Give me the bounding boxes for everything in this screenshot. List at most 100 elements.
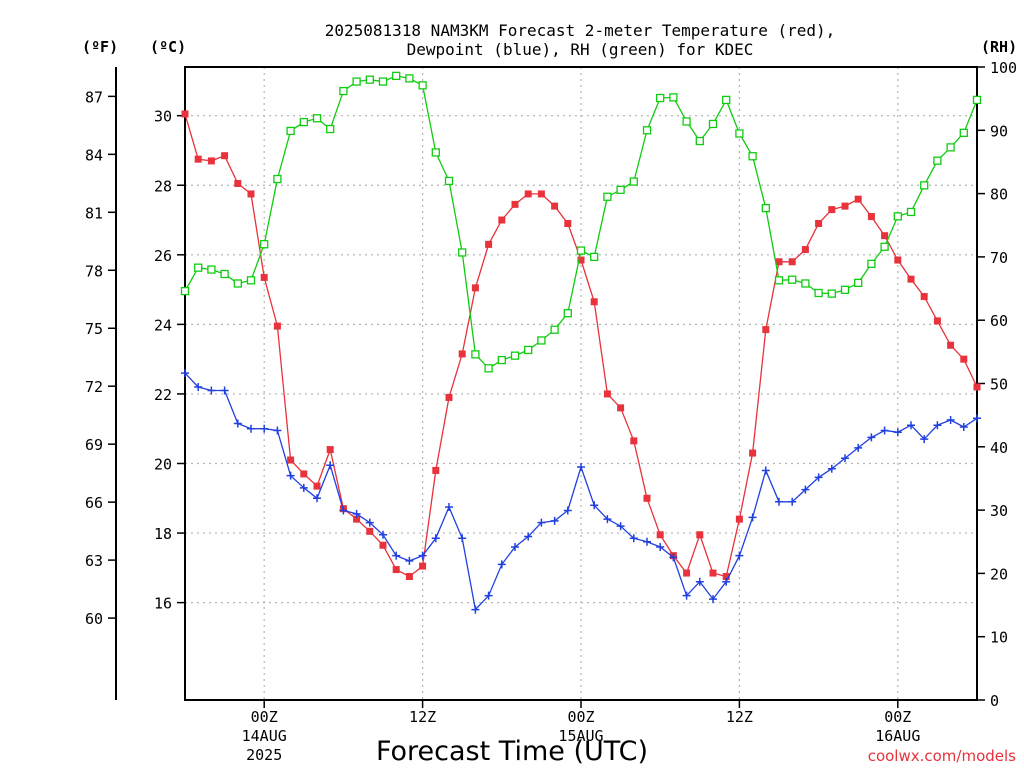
dewpoint-point xyxy=(577,462,585,471)
dewpoint-point xyxy=(365,518,374,527)
rh-tick-label: 10 xyxy=(990,629,1008,647)
temperature-point xyxy=(643,494,651,502)
rh-point xyxy=(933,156,942,165)
x-tick-year-label: 2025 xyxy=(246,746,282,764)
dewpoint-point xyxy=(920,435,929,444)
temperature-point xyxy=(485,240,493,248)
rh-point xyxy=(378,77,388,86)
c-tick-label: 18 xyxy=(154,525,172,543)
dewpoint-point xyxy=(458,534,467,543)
rh-point xyxy=(220,269,229,279)
rh-point xyxy=(260,240,269,249)
dewpoint-point xyxy=(273,426,282,435)
rh-point xyxy=(537,336,546,345)
temperature-point xyxy=(815,220,823,228)
rh-point xyxy=(207,265,216,274)
rh-point xyxy=(906,207,916,217)
rh-point xyxy=(576,246,586,255)
dewpoint-point xyxy=(405,556,414,565)
dewpoint-point xyxy=(247,424,255,433)
temperature-point xyxy=(709,569,717,577)
x-tick-time-label: 00Z xyxy=(567,708,594,726)
rh-point xyxy=(629,177,638,186)
rh-point xyxy=(431,148,440,157)
temperature-point xyxy=(537,190,545,198)
dewpoint-point xyxy=(775,497,783,506)
temperature-point xyxy=(749,449,757,457)
dewpoint-point xyxy=(339,506,348,515)
dewpoint-point xyxy=(959,422,968,431)
temperature-point xyxy=(432,466,440,474)
rh-point xyxy=(669,93,678,102)
temperature-point xyxy=(683,569,691,577)
chart-title-line1: 2025081318 NAM3KM Forecast 2-meter Tempe… xyxy=(325,21,836,40)
temperature-point xyxy=(273,322,281,330)
x-tick-time-label: 00Z xyxy=(884,708,911,726)
dewpoint-point xyxy=(524,532,533,541)
temperature-point xyxy=(419,562,427,570)
dewpoint-point xyxy=(933,421,942,430)
dewpoint-point xyxy=(445,502,453,511)
series-dewpoint xyxy=(181,369,981,614)
f-tick-label: 78 xyxy=(85,262,103,280)
temperature-point xyxy=(326,446,334,454)
dewpoint-point xyxy=(709,595,717,604)
rh-point xyxy=(722,95,731,105)
temperature-point xyxy=(696,531,704,539)
rh-point xyxy=(299,117,308,127)
rh-point xyxy=(801,279,810,288)
rh-point xyxy=(365,75,374,84)
rh-point xyxy=(563,309,572,318)
dewpoint-point xyxy=(761,466,770,475)
rh-tick-label: 50 xyxy=(990,376,1008,394)
rh-point xyxy=(656,93,665,103)
f-tick-label: 84 xyxy=(85,146,103,164)
temperature-point xyxy=(353,515,361,523)
x-tick-date-label: 14AUG xyxy=(242,727,287,745)
rh-point xyxy=(695,136,704,146)
temperature-point xyxy=(551,202,559,210)
rh-point xyxy=(312,114,322,123)
temperature-point xyxy=(445,393,453,401)
temperature-point xyxy=(458,350,466,358)
c-tick-label: 26 xyxy=(154,247,172,265)
rh-point xyxy=(246,276,256,285)
x-tick-time-label: 12Z xyxy=(409,708,436,726)
rh-point xyxy=(893,212,902,221)
temperature-point xyxy=(841,202,849,210)
rh-point xyxy=(748,152,757,161)
dewpoint-point xyxy=(431,534,440,543)
rh-point xyxy=(418,81,427,90)
f-tick-label: 60 xyxy=(85,610,103,628)
c-tick-label: 22 xyxy=(154,386,172,404)
series-temperature xyxy=(181,110,981,581)
rh-point xyxy=(603,192,612,201)
c-tick-label: 28 xyxy=(154,177,172,195)
series-rh xyxy=(180,71,982,373)
temperature-point xyxy=(788,258,796,266)
temperature-point xyxy=(881,232,889,240)
temperature-point xyxy=(867,213,875,221)
celsius-axis: 30 28 26 24 22 20 18 16 xyxy=(154,108,185,613)
rh-point xyxy=(326,124,335,134)
temperature-point xyxy=(207,157,215,165)
rh-point xyxy=(194,263,203,272)
temperature-point xyxy=(511,200,519,208)
temperature-point xyxy=(603,390,611,398)
x-tick-date-label: 15AUG xyxy=(558,727,603,745)
rh-point xyxy=(273,174,282,184)
rh-point xyxy=(484,364,493,373)
dewpoint-point xyxy=(471,605,480,614)
temperature-point xyxy=(234,180,242,188)
c-tick-label: 24 xyxy=(154,316,172,334)
dewpoint-point xyxy=(484,591,493,600)
dewpoint-point xyxy=(590,501,599,510)
rh-point xyxy=(708,119,718,129)
c-tick-label: 30 xyxy=(154,108,172,126)
temperature-point xyxy=(524,190,532,198)
temperature-point xyxy=(894,256,902,264)
rh-point xyxy=(682,117,691,126)
rh-point xyxy=(735,129,744,138)
